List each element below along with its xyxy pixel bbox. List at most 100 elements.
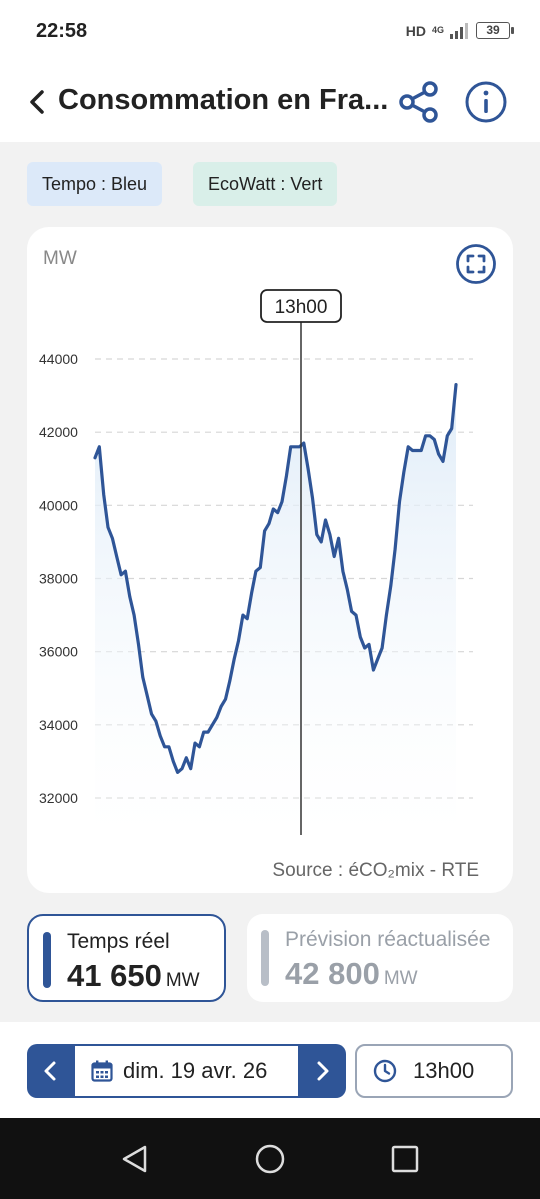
data-point (311, 496, 314, 500)
data-point (106, 526, 110, 529)
date-picker[interactable]: dim. 19 avr. 26 (75, 1044, 298, 1098)
data-point (167, 745, 171, 748)
previous-day-button[interactable] (27, 1044, 75, 1098)
data-point (367, 643, 371, 646)
time-value: 13h00 (413, 1058, 475, 1083)
y-axis-ticks: 44000 42000 40000 38000 36000 34000 32000 (39, 351, 78, 806)
data-point (302, 441, 305, 445)
data-point (189, 767, 192, 770)
time-picker[interactable]: 13h00 (355, 1044, 513, 1098)
data-point (389, 584, 392, 587)
chart-source: Source : éCO₂mix - RTE (272, 860, 479, 881)
data-point (219, 705, 223, 708)
data-point (98, 445, 101, 448)
home-circle-icon[interactable] (255, 1144, 285, 1174)
real-time-unit: MW (165, 970, 200, 991)
expand-icon[interactable] (455, 243, 497, 285)
data-point (328, 533, 332, 536)
stat-real-time[interactable]: Temps réel 41 650 MW (27, 914, 226, 1002)
forecast-unit: MW (383, 968, 418, 989)
back-triangle-icon[interactable] (120, 1144, 150, 1174)
data-point (428, 434, 432, 437)
data-point (233, 657, 236, 661)
y-tick-label: 36000 (39, 644, 78, 660)
data-point (132, 613, 136, 617)
recents-square-icon[interactable] (391, 1144, 419, 1174)
real-time-label: Temps réel (67, 930, 170, 953)
data-point (202, 730, 205, 734)
chevron-left-icon[interactable] (26, 86, 50, 118)
data-point (376, 657, 379, 661)
data-point (93, 456, 97, 459)
signal-icon (450, 22, 468, 39)
data-point (354, 613, 358, 617)
next-day-button[interactable] (298, 1044, 346, 1098)
data-point (446, 434, 449, 437)
y-tick-label: 38000 (39, 571, 78, 587)
forecast-value: 42 800 (285, 956, 380, 991)
data-point (341, 570, 345, 573)
info-icon[interactable] (464, 80, 508, 124)
data-point (407, 445, 410, 448)
y-tick-label: 32000 (39, 790, 78, 806)
date-value: dim. 19 avr. 26 (123, 1058, 268, 1083)
data-point (172, 760, 175, 763)
data-point (224, 698, 227, 701)
status-icons: HD 4G 39 (405, 22, 514, 39)
consumption-area (95, 384, 456, 838)
y-tick-label: 44000 (39, 351, 78, 367)
data-point (228, 679, 231, 683)
share-icon[interactable] (398, 80, 440, 124)
data-point (420, 449, 423, 452)
data-point (254, 570, 258, 573)
data-point (163, 745, 166, 748)
data-point (393, 548, 397, 551)
forecast-label: Prévision réactualisée (285, 928, 491, 951)
data-point (359, 635, 362, 639)
data-point (372, 668, 375, 672)
data-point (137, 643, 140, 646)
data-point (450, 427, 453, 430)
chart-card[interactable]: MW 44000 42000 40000 38000 36000 34000 32000 1… (27, 227, 513, 893)
data-point (263, 529, 266, 533)
y-unit-label: MW (43, 248, 77, 269)
page-title: Consommation en Fra... (58, 84, 389, 116)
tempo-badge[interactable]: Tempo : Bleu (27, 162, 163, 206)
data-point (259, 566, 262, 569)
data-point (293, 445, 297, 448)
data-point (441, 460, 445, 463)
battery-icon: 39 (476, 22, 514, 39)
data-point (176, 771, 179, 774)
y-tick-label: 42000 (39, 424, 78, 440)
data-point (180, 767, 184, 770)
app-header: Consommation en Fra... (0, 66, 540, 142)
clock-icon (373, 1059, 397, 1083)
data-point (324, 518, 327, 522)
data-point (398, 500, 401, 503)
data-point (454, 383, 458, 386)
data-point (333, 555, 336, 558)
data-point (154, 720, 158, 723)
data-point (141, 676, 144, 679)
data-point (119, 573, 123, 576)
stat-forecast[interactable]: Prévision réactualisée 42 800 MW (247, 914, 513, 1002)
consumption-line (93, 383, 458, 774)
network-label: HD (405, 22, 426, 39)
status-bar: 22:58 HD 4G 39 (0, 0, 540, 66)
data-point (411, 449, 414, 452)
date-time-controls: dim. 19 avr. 26 13h00 (0, 1022, 540, 1118)
data-point (320, 540, 323, 544)
data-point (402, 471, 405, 474)
data-point (250, 591, 253, 595)
data-point (350, 610, 353, 613)
forecast-value-row: 42 800 MW (285, 956, 418, 992)
chevron-right-icon (317, 1061, 329, 1081)
data-point (124, 570, 127, 573)
ecowatt-badge[interactable]: EcoWatt : Vert (193, 162, 338, 206)
consumption-chart[interactable]: MW 44000 42000 40000 38000 36000 34000 32000 1… (27, 227, 513, 893)
data-point (111, 537, 114, 540)
data-point (241, 613, 245, 617)
data-point (128, 595, 131, 598)
chevron-left-icon (44, 1061, 56, 1081)
cursor-label: 13h00 (275, 297, 328, 318)
